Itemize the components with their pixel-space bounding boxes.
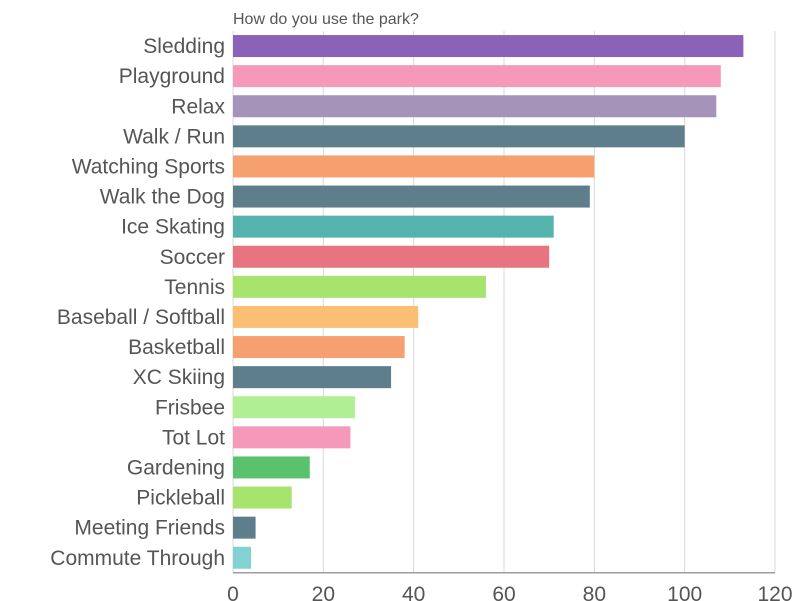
bar-playground [233, 65, 721, 87]
x-tick-label: 0 [227, 583, 239, 601]
category-label: Ice Skating [121, 216, 225, 239]
bars [233, 35, 743, 569]
category-label: Baseball / Softball [57, 306, 225, 329]
category-label: Frisbee [155, 396, 225, 419]
x-tick-label: 80 [583, 583, 606, 601]
category-label: Walk / Run [123, 125, 225, 148]
x-tick-label: 100 [667, 583, 702, 601]
x-tick-label: 20 [312, 583, 335, 601]
bar-ice-skating [233, 216, 554, 238]
chart-title: How do you use the park? [233, 11, 419, 28]
bar-pickleball [233, 487, 292, 509]
bar-tot-lot [233, 426, 350, 448]
category-label: Watching Sports [72, 155, 225, 178]
bar-xc-skiing [233, 366, 391, 388]
bar-frisbee [233, 396, 355, 418]
bar-soccer [233, 246, 549, 268]
category-label: Walk the Dog [100, 186, 225, 209]
bar-commute-through [233, 547, 251, 569]
category-label: Pickleball [136, 487, 225, 510]
bar-basketball [233, 336, 405, 358]
bar-gardening [233, 456, 310, 478]
bar-walk-run [233, 125, 685, 147]
category-label: Meeting Friends [74, 517, 225, 540]
bar-watching-sports [233, 155, 594, 177]
x-tick-label: 60 [492, 583, 515, 601]
x-tick-label: 40 [402, 583, 425, 601]
category-label: Soccer [160, 246, 225, 269]
category-label: Basketball [128, 336, 225, 359]
bar-tennis [233, 276, 486, 298]
category-label: Sledding [143, 35, 225, 58]
category-label: Playground [119, 65, 225, 88]
x-tick-label: 120 [757, 583, 792, 601]
bar-walk-the-dog [233, 186, 590, 208]
bar-baseball-softball [233, 306, 418, 328]
category-label: Commute Through [50, 547, 225, 570]
category-label: Tot Lot [162, 426, 225, 449]
bar-meeting-friends [233, 517, 256, 539]
category-label: Relax [171, 95, 225, 118]
category-label: XC Skiing [133, 366, 225, 389]
bar-relax [233, 95, 716, 117]
bar-sledding [233, 35, 743, 57]
category-labels: Sledding Playground Relax Walk / Run Watchin… [50, 35, 225, 570]
x-axis-ticks: 0 20 40 60 80 100 120 [227, 583, 792, 601]
category-label: Tennis [164, 276, 225, 299]
category-label: Gardening [127, 456, 225, 479]
